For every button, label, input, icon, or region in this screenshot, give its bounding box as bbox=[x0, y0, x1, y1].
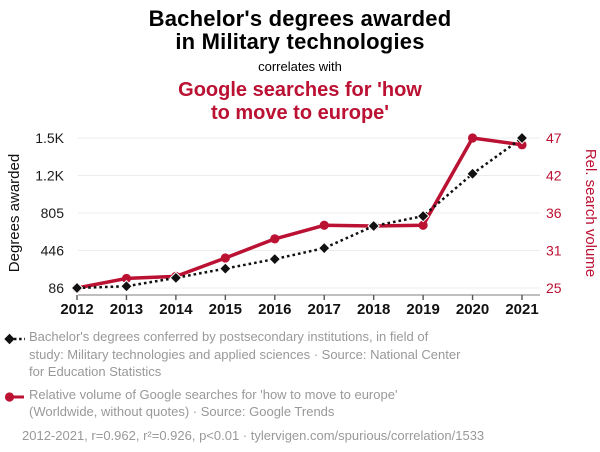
left-axis-tick-label: 1.2K bbox=[35, 168, 64, 184]
legend-item-searches: Relative volume of Google searches for '… bbox=[2, 386, 588, 421]
x-axis-year-label: 2013 bbox=[110, 301, 143, 318]
black-series-point bbox=[367, 219, 380, 233]
red-series-point bbox=[220, 253, 230, 263]
red-subtitle: Google searches for 'how to move to euro… bbox=[0, 79, 600, 125]
correlates-with-text: correlates with bbox=[258, 59, 342, 74]
right-axis-tick-label: 36 bbox=[546, 205, 562, 221]
black-series-line bbox=[76, 136, 523, 290]
right-axis-tick-label: 47 bbox=[546, 130, 562, 146]
x-axis-year-label: 2018 bbox=[357, 301, 390, 318]
right-axis-title: Rel. search volume bbox=[582, 149, 599, 277]
black-series-point bbox=[515, 131, 529, 145]
black-dashed-diamond-marker-icon bbox=[4, 333, 25, 345]
black-series-point bbox=[70, 281, 84, 295]
x-axis-year-label: 2015 bbox=[209, 301, 242, 318]
title-line-1: Bachelor's degrees awarded bbox=[148, 6, 452, 31]
black-series-point bbox=[169, 271, 183, 285]
x-axis-year-label: 2017 bbox=[308, 301, 341, 318]
left-axis-title: Degrees awarded bbox=[6, 154, 23, 272]
black-series-point bbox=[219, 262, 232, 275]
x-axis-year-label: 2016 bbox=[258, 301, 291, 318]
subtitle-line-1: Google searches for 'how bbox=[178, 79, 422, 101]
right-axis-tick-label: 25 bbox=[546, 280, 562, 296]
left-axis-tick-label: 86 bbox=[48, 280, 64, 296]
black-series-point bbox=[466, 167, 479, 181]
x-axis-year-label: 2019 bbox=[406, 301, 439, 318]
x-axis-year-label: 2020 bbox=[456, 301, 489, 318]
x-axis-year-label: 2012 bbox=[60, 301, 93, 318]
black-series-point bbox=[416, 209, 430, 223]
red-series-point bbox=[121, 273, 132, 284]
red-series-point bbox=[467, 133, 478, 143]
page-title: Bachelor's degrees awarded in Military t… bbox=[0, 0, 600, 53]
red-series-line bbox=[76, 136, 523, 290]
black-series-point bbox=[317, 241, 331, 255]
stats-citation-line: 2012-2021, r=0.962, r²=0.926, p<0.01 · t… bbox=[22, 427, 485, 443]
left-axis-tick-label: 1.5K bbox=[35, 130, 64, 146]
red-line-circle-marker-icon bbox=[4, 391, 24, 402]
chart-legend: Bachelor's degrees conferred by postseco… bbox=[2, 328, 588, 443]
legend-searches-label: Relative volume of Google searches for '… bbox=[29, 386, 398, 420]
red-series-point bbox=[418, 220, 428, 230]
chart-header: Bachelor's degrees awarded in Military t… bbox=[0, 0, 600, 125]
black-series-point bbox=[120, 279, 133, 293]
subtitle-line-2: to move to europe' bbox=[210, 102, 390, 124]
red-series-point bbox=[319, 220, 329, 230]
right-axis-tick-label: 42 bbox=[546, 168, 562, 184]
dual-axis-line-chart: 86 25 446 31 805 36 1.2K 42 1.5K 47 2012 2013 2014 20… bbox=[0, 122, 600, 318]
right-axis-tick-label: 31 bbox=[546, 243, 562, 259]
red-series-point bbox=[270, 234, 280, 244]
legend-item-degrees: Bachelor's degrees conferred by postseco… bbox=[2, 328, 588, 381]
x-axis-year-label: 2014 bbox=[159, 301, 193, 318]
x-axis-year-label: 2021 bbox=[505, 301, 538, 318]
title-line-2: in Military technologies bbox=[175, 29, 425, 54]
red-series-point bbox=[517, 140, 527, 150]
legend-degrees-label: Bachelor's degrees conferred by postseco… bbox=[29, 329, 461, 379]
left-axis-tick-label: 446 bbox=[41, 243, 65, 259]
black-series-point bbox=[268, 252, 282, 266]
left-axis-tick-label: 805 bbox=[41, 205, 65, 221]
